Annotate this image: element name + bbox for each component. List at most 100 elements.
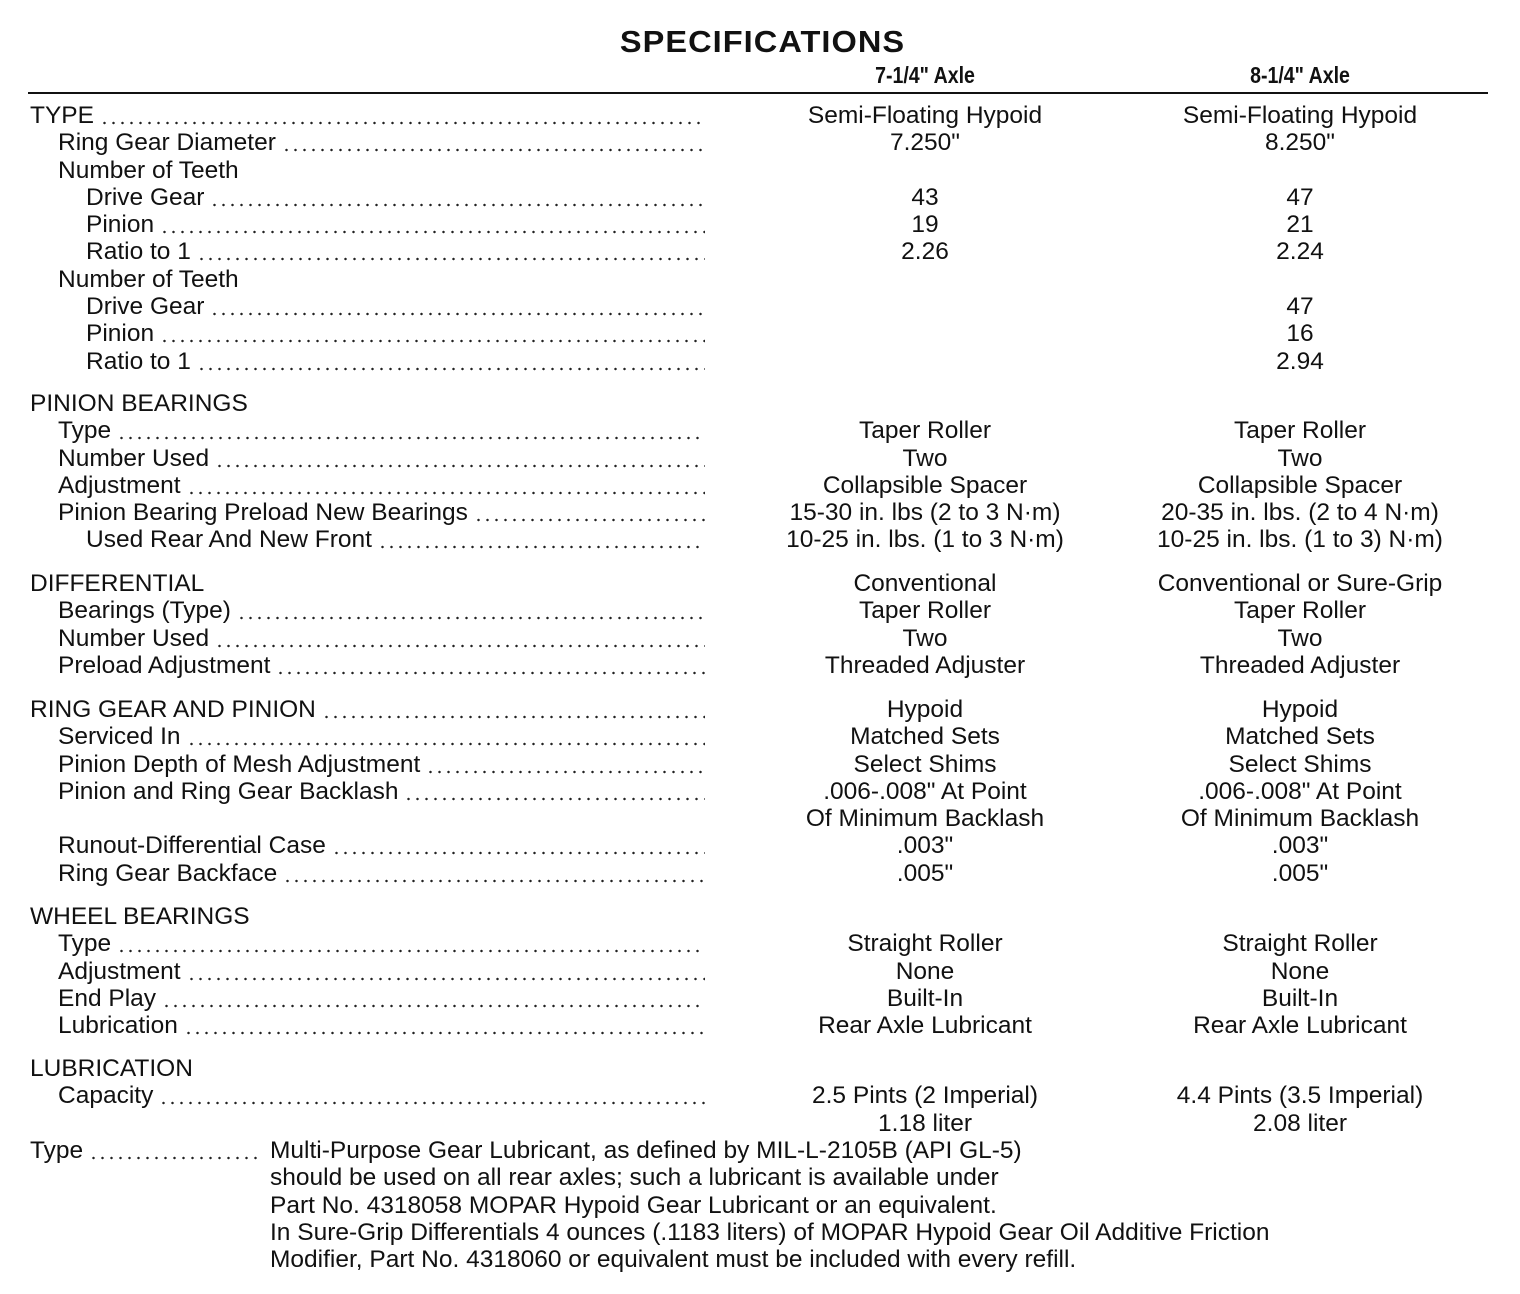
value-8-1-4-axle: Taper Roller [1233, 417, 1367, 445]
spec-label: DIFFERENTIAL [30, 570, 205, 597]
spec-label: Adjustment [58, 471, 181, 499]
dot-leader [210, 183, 705, 211]
spec-row: TYPE Semi-Floating Hypoid Semi-Floating Hy… [30, 102, 1500, 129]
spec-row: Used Rear And New Front 10-25 in. lbs. (1… [30, 526, 1500, 554]
dot-leader [215, 444, 705, 472]
spec-label: Preload Adjustment [58, 651, 271, 679]
spec-row: Pinion Bearing Preload New Bearings 15-30… [30, 499, 1500, 527]
spec-row: PINION BEARINGS [30, 390, 1500, 417]
dot-leader [215, 624, 705, 652]
value-7-1-4-axle: 2.5 Pints (2 Imperial) [811, 1082, 1039, 1110]
spec-label-cell: Adjustment [58, 471, 705, 499]
value-8-1-4-axle: Hypoid [1261, 696, 1339, 723]
spec-section: RING GEAR AND PINION Hypoid Hypoid Serviced… [30, 696, 1500, 887]
dot-leader [377, 526, 705, 554]
spec-label-cell: Serviced In [58, 723, 705, 751]
spec-label: LUBRICATION [30, 1055, 193, 1082]
spec-label: Bearings (Type) [58, 597, 231, 625]
spec-section: DIFFERENTIAL Conventional Conventional or … [30, 570, 1500, 679]
value-8-1-4-axle: 4.4 Pints (3.5 Imperial) [1176, 1082, 1424, 1110]
note-line: Part No. 4318058 MOPAR Hypoid Gear Lubri… [270, 1191, 997, 1219]
dot-leader [160, 320, 705, 348]
value-7-1-4-axle: 2.26 [901, 238, 949, 266]
dot-leader [321, 696, 705, 723]
spec-label-cell: Number Used [58, 624, 705, 652]
spec-row: Lubrication Rear Axle Lubricant Rear Axle … [30, 1012, 1500, 1040]
value-8-1-4-axle: 20-35 in. lbs. (2 to 4 N·m) [1161, 499, 1439, 527]
spec-label-cell: Pinion and Ring Gear Backlash [58, 777, 705, 805]
spec-label-cell: Type [58, 417, 705, 445]
value-7-1-4-axle: Rear Axle Lubricant [818, 1012, 1032, 1040]
spec-row: Drive Gear 47 [30, 293, 1500, 321]
spec-row: Bearings (Type) Taper Roller Taper Roller [30, 597, 1500, 625]
spec-label: Used Rear And New Front [86, 526, 372, 554]
spec-row: DIFFERENTIAL Conventional Conventional or … [30, 570, 1500, 597]
spec-row: Adjustment Collapsible Spacer Collapsible … [30, 471, 1500, 499]
dot-leader [162, 984, 705, 1012]
spec-label-cell: Pinion Bearing Preload New Bearings [58, 499, 705, 527]
value-8-1-4-axle: 2.94 [1276, 347, 1324, 375]
value-8-1-4-axle: .005" [1271, 859, 1329, 887]
column-header-8-1-4-axle: 8-1/4" Axle [1250, 62, 1350, 88]
spec-label-cell: Drive Gear [86, 183, 705, 211]
spec-row: Serviced In Matched Sets Matched Sets [30, 723, 1500, 751]
dot-leader [186, 957, 705, 985]
spec-row: RING GEAR AND PINION Hypoid Hypoid [30, 696, 1500, 723]
spec-label-cell: Ring Gear Backface [58, 859, 705, 887]
dot-leader [210, 293, 705, 321]
spec-label: Ratio to 1 [86, 238, 191, 266]
spec-row: Pinion 16 [30, 320, 1500, 348]
spec-row: Number of Teeth [30, 157, 1500, 184]
dot-leader [183, 1012, 705, 1040]
spec-label: Lubrication [58, 1012, 178, 1040]
spec-label-cell: Drive Gear [86, 293, 705, 321]
value-8-1-4-axle: .006-.008" At Point [1198, 777, 1402, 805]
spec-label: Serviced In [58, 723, 181, 751]
value-7-1-4-axle: Two [902, 624, 948, 652]
spec-label-cell: Preload Adjustment [58, 651, 705, 679]
value-7-1-4-axle: Collapsible Spacer [822, 471, 1028, 499]
spec-row: Ratio to 1 2.94 [30, 347, 1500, 375]
dot-leader [100, 102, 705, 129]
spec-label-cell: Used Rear And New Front [86, 526, 705, 554]
value-8-1-4-axle: Conventional or Sure-Grip [1157, 570, 1443, 597]
value-7-1-4-axle: .005" [896, 859, 954, 887]
dot-leader [159, 1082, 705, 1110]
value-8-1-4-axle: Collapsible Spacer [1197, 471, 1403, 499]
spec-label: End Play [58, 984, 157, 1012]
spec-label-cell: Ring Gear Diameter [58, 129, 705, 157]
value-7-1-4-axle: Two [902, 444, 948, 472]
dot-leader [236, 597, 705, 625]
value-8-1-4-axle: Select Shims [1228, 750, 1372, 778]
spec-row: Pinion and Ring Gear Backlash .006-.008" … [30, 777, 1500, 805]
spec-section: WHEEL BEARINGS Type Straight Roller Straigh… [30, 903, 1500, 1040]
spec-row: Runout-Differential Case .003" .003" [30, 832, 1500, 860]
value-7-1-4-axle: Matched Sets [850, 723, 1000, 751]
value-8-1-4-axle: Built-In [1261, 984, 1339, 1012]
spec-row: Drive Gear 43 47 [30, 183, 1500, 211]
spec-label: Pinion [86, 320, 155, 348]
spec-label: Pinion [86, 211, 155, 239]
value-7-1-4-axle: Of Minimum Backlash [805, 805, 1045, 833]
dot-leader [196, 238, 705, 266]
value-7-1-4-axle: 1.18 liter [878, 1109, 972, 1137]
spec-label: RING GEAR AND PINION [30, 696, 316, 723]
spec-label: Number Used [58, 444, 210, 472]
dot-leader [160, 211, 705, 239]
value-7-1-4-axle: 19 [911, 211, 939, 239]
spec-label-cell: RING GEAR AND PINION [30, 696, 705, 723]
dot-leader [283, 859, 705, 887]
value-8-1-4-axle: Two [1277, 624, 1323, 652]
spec-label: Adjustment [58, 957, 181, 985]
value-8-1-4-axle: .003" [1271, 832, 1329, 860]
spec-label: Pinion Depth of Mesh Adjustment [58, 750, 421, 778]
dot-leader [473, 499, 705, 527]
dot-leader [404, 777, 705, 805]
spec-row: Ring Gear Backface .005" .005" [30, 859, 1500, 887]
spec-label-cell: Pinion [86, 211, 705, 239]
value-8-1-4-axle: Taper Roller [1233, 597, 1367, 625]
value-8-1-4-axle: Two [1277, 444, 1323, 472]
value-8-1-4-axle: Rear Axle Lubricant [1193, 1012, 1407, 1040]
note-body: Multi-Purpose Gear Lubricant, as defined… [270, 1137, 1500, 1273]
value-8-1-4-axle: Of Minimum Backlash [1180, 805, 1420, 833]
